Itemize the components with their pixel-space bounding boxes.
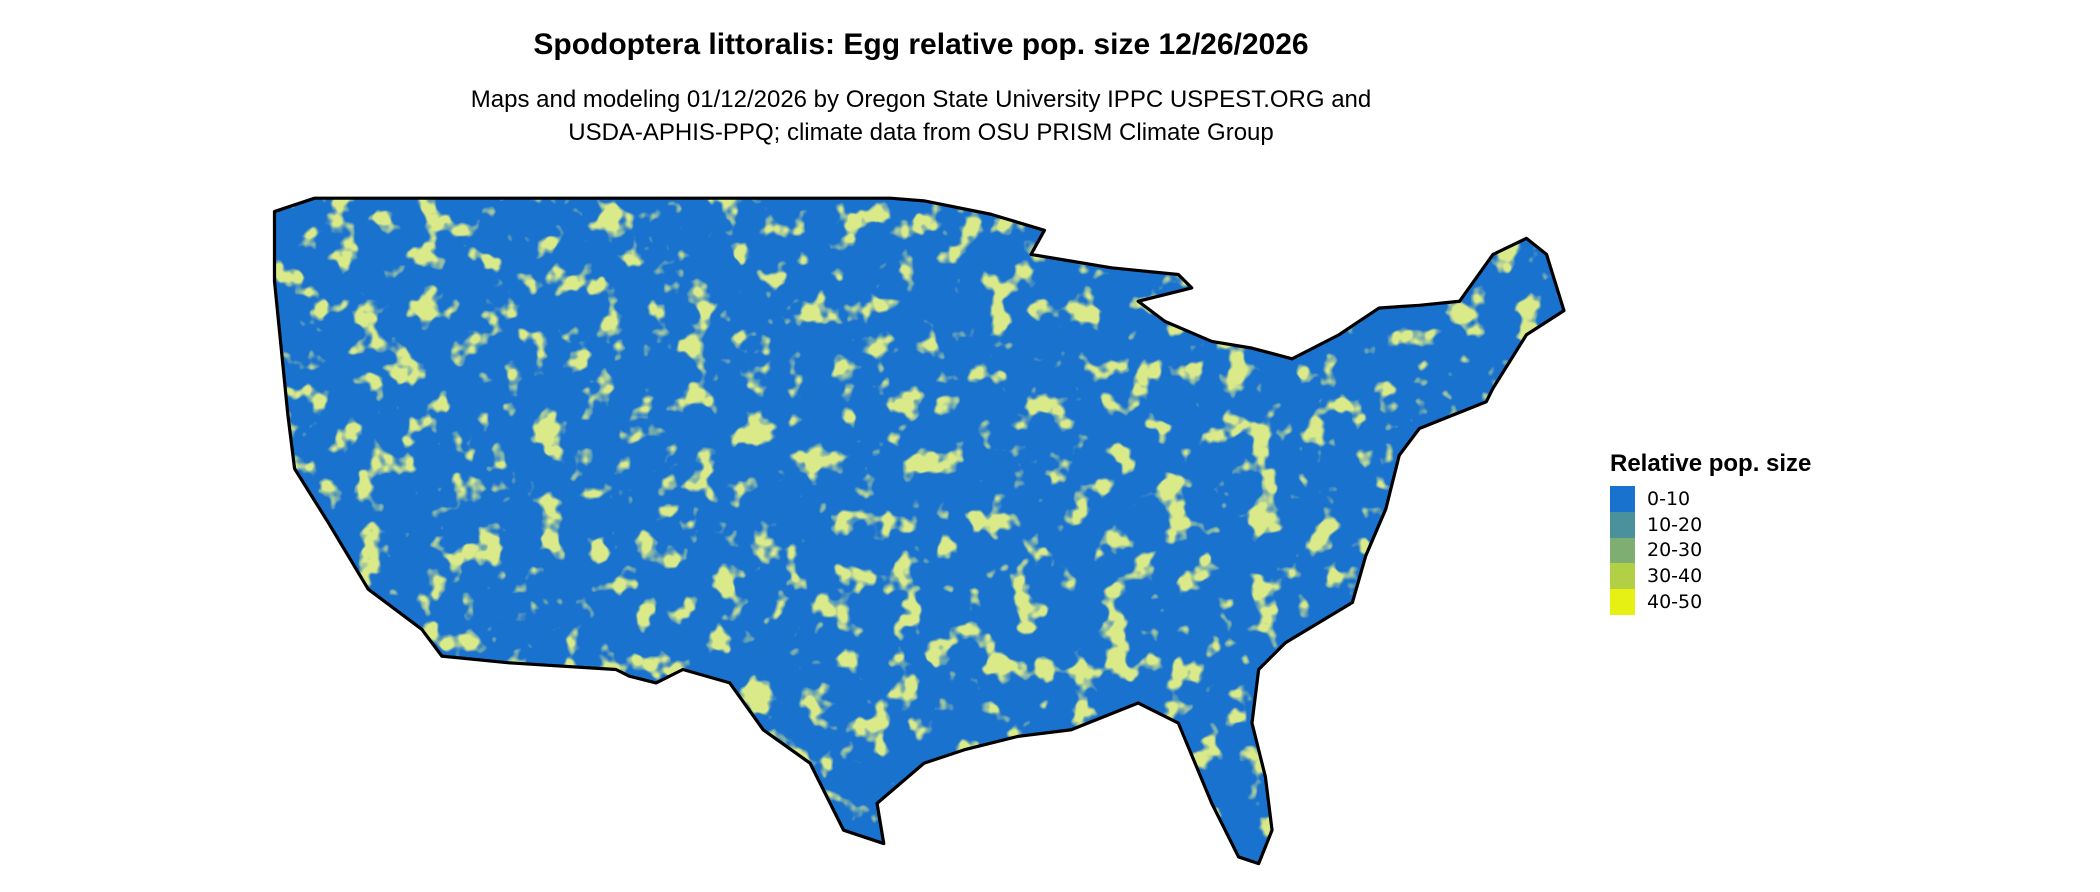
legend-label: 0-10: [1647, 487, 1691, 510]
legend-item: 0-10: [1610, 486, 1811, 512]
legend-label: 20-30: [1647, 539, 1703, 562]
map-title: Spodoptera littoralis: Egg relative pop.…: [533, 28, 1309, 61]
legend-swatch: [1610, 563, 1635, 590]
legend-item: 30-40: [1610, 563, 1811, 590]
legend-item: 40-50: [1610, 589, 1811, 615]
us-border: [272, 196, 1566, 866]
legend-label: 40-50: [1647, 591, 1703, 614]
legend-swatch: [1610, 589, 1635, 615]
legend-swatch: [1610, 537, 1635, 564]
legend-label: 10-20: [1647, 513, 1703, 536]
map-subtitle-line1: Maps and modeling 01/12/2026 by Oregon S…: [470, 86, 1372, 113]
legend-title: Relative pop. size: [1610, 450, 1812, 477]
legend: Relative pop. size 0-10 10-20 20-30 30-40 40…: [1610, 450, 1811, 615]
pop-size-pattern: [274, 198, 1564, 864]
map-subtitle-line2: USDA-APHIS-PPQ; climate data from OSU PR…: [568, 119, 1274, 146]
legend-label: 30-40: [1647, 565, 1703, 588]
legend-item: 10-20: [1610, 511, 1811, 538]
legend-swatch: [1610, 511, 1635, 538]
legend-swatch: [1610, 486, 1635, 512]
legend-item: 20-30: [1610, 537, 1811, 564]
